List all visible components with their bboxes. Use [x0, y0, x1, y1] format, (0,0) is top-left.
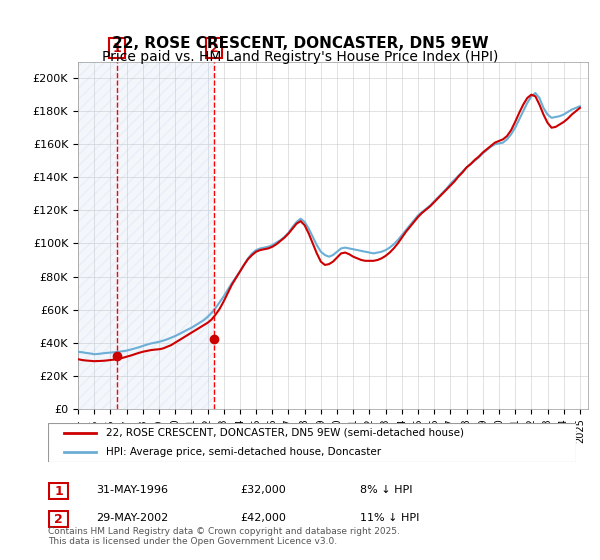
Text: 22, ROSE CRESCENT, DONCASTER, DN5 9EW: 22, ROSE CRESCENT, DONCASTER, DN5 9EW — [112, 36, 488, 52]
Text: 2: 2 — [210, 41, 218, 55]
Text: Contains HM Land Registry data © Crown copyright and database right 2025.
This d: Contains HM Land Registry data © Crown c… — [48, 526, 400, 546]
Text: 29-MAY-2002: 29-MAY-2002 — [96, 513, 168, 523]
Bar — [78, 62, 117, 409]
Text: Price paid vs. HM Land Registry's House Price Index (HPI): Price paid vs. HM Land Registry's House … — [102, 50, 498, 64]
FancyBboxPatch shape — [48, 423, 576, 462]
Text: 11% ↓ HPI: 11% ↓ HPI — [360, 513, 419, 523]
Text: 2: 2 — [54, 512, 63, 526]
Text: 31-MAY-1996: 31-MAY-1996 — [96, 485, 168, 495]
Bar — [117, 62, 214, 409]
Text: 1: 1 — [54, 484, 63, 498]
Text: £42,000: £42,000 — [240, 513, 286, 523]
Text: 1: 1 — [113, 41, 122, 55]
FancyBboxPatch shape — [49, 483, 68, 499]
FancyBboxPatch shape — [49, 511, 68, 527]
Text: 22, ROSE CRESCENT, DONCASTER, DN5 9EW (semi-detached house): 22, ROSE CRESCENT, DONCASTER, DN5 9EW (s… — [106, 428, 464, 437]
Text: 8% ↓ HPI: 8% ↓ HPI — [360, 485, 413, 495]
Text: £32,000: £32,000 — [240, 485, 286, 495]
Text: HPI: Average price, semi-detached house, Doncaster: HPI: Average price, semi-detached house,… — [106, 447, 381, 457]
